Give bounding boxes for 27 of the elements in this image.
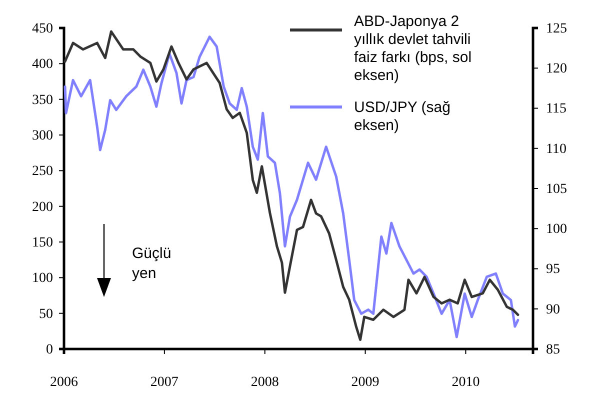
x-tick-label: 2009 bbox=[351, 374, 380, 390]
y2-tick-label: 120 bbox=[546, 62, 567, 77]
y-tick-label: 150 bbox=[32, 235, 53, 250]
y2-tick-label: 105 bbox=[546, 182, 567, 197]
x-tick-label: 2006 bbox=[50, 374, 78, 390]
y2-tick-label: 90 bbox=[546, 302, 560, 318]
y-tick-label: 200 bbox=[32, 200, 53, 215]
y2-tick-label: 115 bbox=[546, 102, 566, 117]
x-tick-label: 2007 bbox=[150, 374, 178, 390]
y2-tick-label: 95 bbox=[546, 262, 560, 278]
x-tick-label: 2008 bbox=[250, 374, 279, 390]
y-tick-label: 350 bbox=[32, 92, 53, 108]
x-tick-label: 2010 bbox=[452, 374, 480, 390]
annotation: Güçlü yen bbox=[132, 245, 172, 282]
legend-label: ABD-Japonya 2 yıllık devlet tahvili faiz farkı (bps, sol eksen) bbox=[354, 13, 472, 84]
legend-label: USD/JPY (sağ eksen) bbox=[354, 99, 450, 134]
y2-tick-label: 110 bbox=[546, 142, 566, 157]
y2-tick-label: 85 bbox=[546, 342, 560, 358]
y2-tick-label: 100 bbox=[546, 222, 567, 238]
y-tick-label: 450 bbox=[32, 21, 53, 36]
y-tick-label: 0 bbox=[46, 342, 53, 358]
y-tick-label: 100 bbox=[32, 271, 53, 286]
y-tick-label: 50 bbox=[39, 306, 53, 322]
y-tick-label: 300 bbox=[32, 128, 53, 144]
y-tick-label: 400 bbox=[32, 57, 53, 72]
y2-tick-label: 125 bbox=[546, 21, 567, 36]
y-tick-label: 250 bbox=[32, 164, 53, 180]
